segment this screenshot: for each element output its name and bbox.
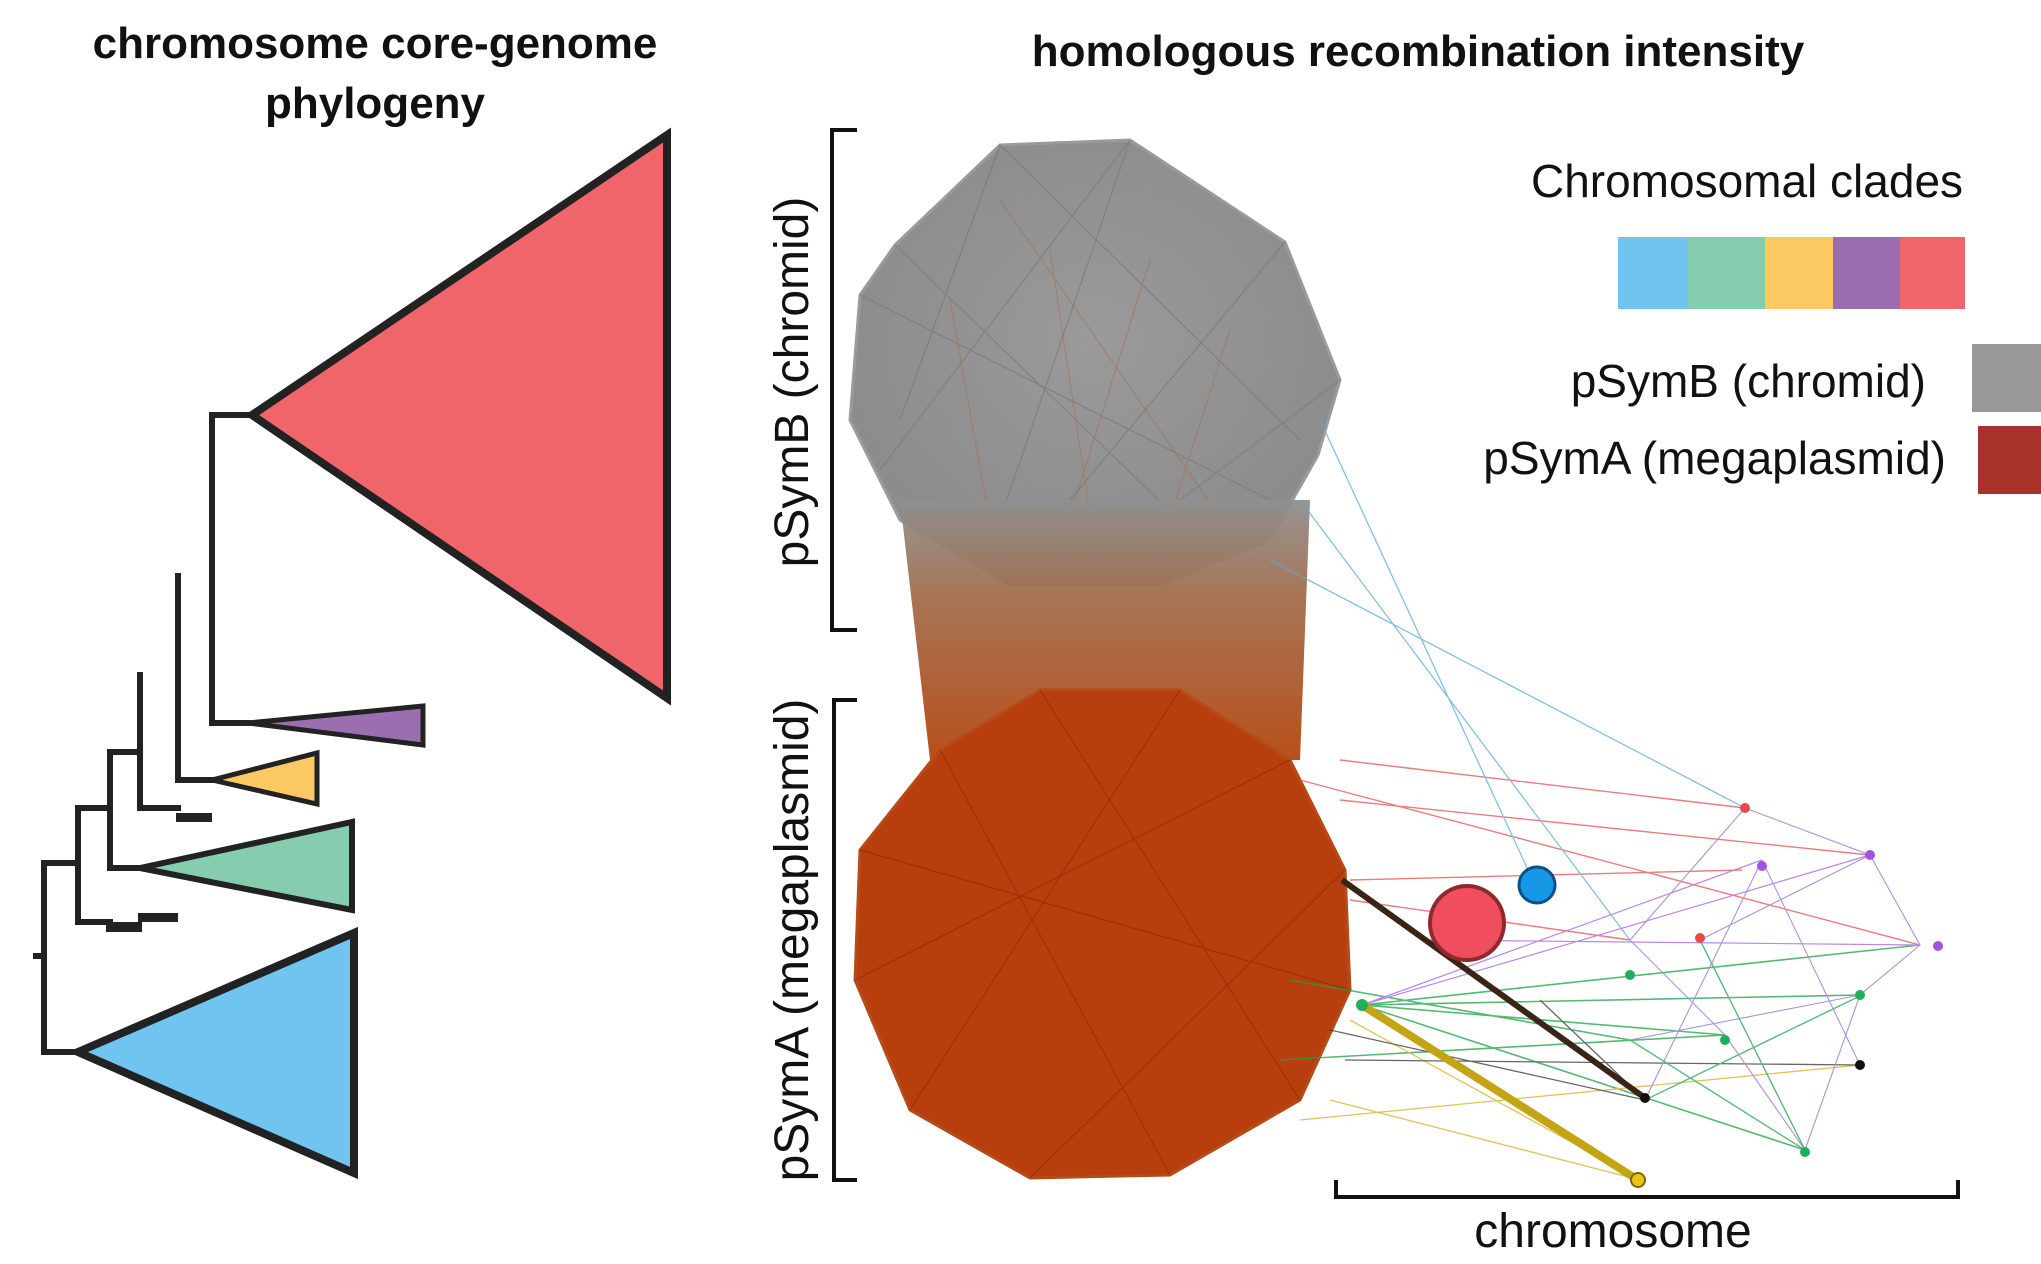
legend-swatch-red: [1900, 237, 1965, 309]
clade-triangle-red: [244, 127, 671, 706]
chromosome-node-purple-3: [1933, 941, 1943, 951]
psyma-bracket: [832, 698, 857, 1182]
legend-psyma-label: pSymA (megaplasmid): [1483, 432, 1946, 484]
legend: Chromosomal clades pSymB (chromid) pSymA…: [1483, 155, 2041, 494]
network-panel: homologous recombination intensity: [766, 27, 1960, 1258]
legend-swatch-green: [1688, 237, 1765, 309]
chromosome-node-green-4: [1855, 990, 1865, 1000]
chromosome-node-yellow: [1630, 1172, 1646, 1188]
legend-psyma-swatch: [1978, 426, 2041, 494]
chromosome-node-red-small-1: [1740, 803, 1750, 813]
chromosome-node-red-small-2: [1695, 933, 1705, 943]
legend-swatch-blue: [1618, 237, 1688, 309]
chromosome-bracket-label: chromosome: [1474, 1205, 1751, 1258]
chromosome-node-purple-2: [1865, 850, 1875, 860]
chromosome-node-blue: [1517, 865, 1557, 905]
chromosome-node-purple-1: [1757, 861, 1767, 871]
legend-psymb-label: pSymB (chromid): [1571, 355, 1926, 407]
legend-clades-title: Chromosomal clades: [1531, 155, 1963, 207]
chromosome-nodes: [1356, 803, 1943, 1188]
psymb-psyma-edges: [900, 500, 1310, 760]
chromosome-node-green-2: [1625, 970, 1635, 980]
clade-triangle-purple: [247, 703, 426, 748]
tree-node-bars: [106, 813, 212, 932]
psymb-bracket: [830, 128, 857, 632]
chromosome-node-green-3: [1720, 1035, 1730, 1045]
chromosome-bracket: [1334, 1180, 1960, 1199]
psyma-bracket-label: pSymA (megaplasmid): [766, 699, 819, 1182]
phylogeny-tree: [33, 412, 255, 1055]
chromosome-node-green-1: [1356, 999, 1368, 1011]
chromosome-node-black: [1640, 1093, 1650, 1103]
chromosome-node-black-2: [1855, 1060, 1865, 1070]
legend-psymb-swatch: [1972, 344, 2041, 412]
chromosome-edges: [1269, 419, 1921, 1181]
psymb-bracket-label: pSymB (chromid): [766, 197, 819, 568]
legend-swatch-yellow: [1765, 237, 1833, 309]
network-title: homologous recombination intensity: [1032, 27, 1805, 76]
chromosome-node-red-large: [1428, 884, 1506, 962]
clade-triangle-yellow: [211, 749, 320, 808]
chromosome-node-green-5: [1800, 1147, 1810, 1157]
psyma-node-cluster: [853, 688, 1352, 1180]
clade-triangle-blue: [67, 926, 358, 1180]
thick-edge-black: [1340, 877, 1647, 1101]
clade-triangle-green: [139, 818, 355, 914]
phylogeny-title-line2: phylogeny: [265, 79, 486, 128]
phylogeny-panel: chromosome core-genome phylogeny: [33, 19, 671, 1180]
legend-swatch-purple: [1833, 237, 1900, 309]
phylogeny-title-line1: chromosome core-genome: [93, 19, 658, 68]
thick-edge-yellow: [1359, 1001, 1641, 1184]
